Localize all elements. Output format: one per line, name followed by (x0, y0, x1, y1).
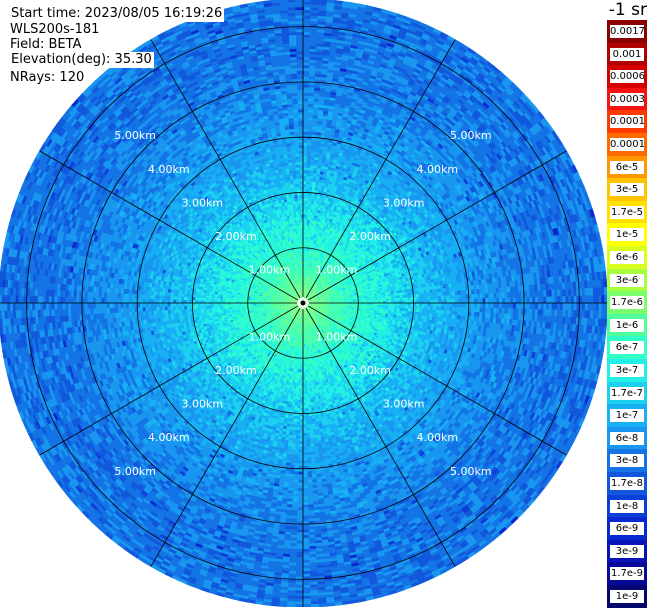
range-gate-cell (311, 0, 320, 2)
range-gate-cell (303, 0, 312, 2)
